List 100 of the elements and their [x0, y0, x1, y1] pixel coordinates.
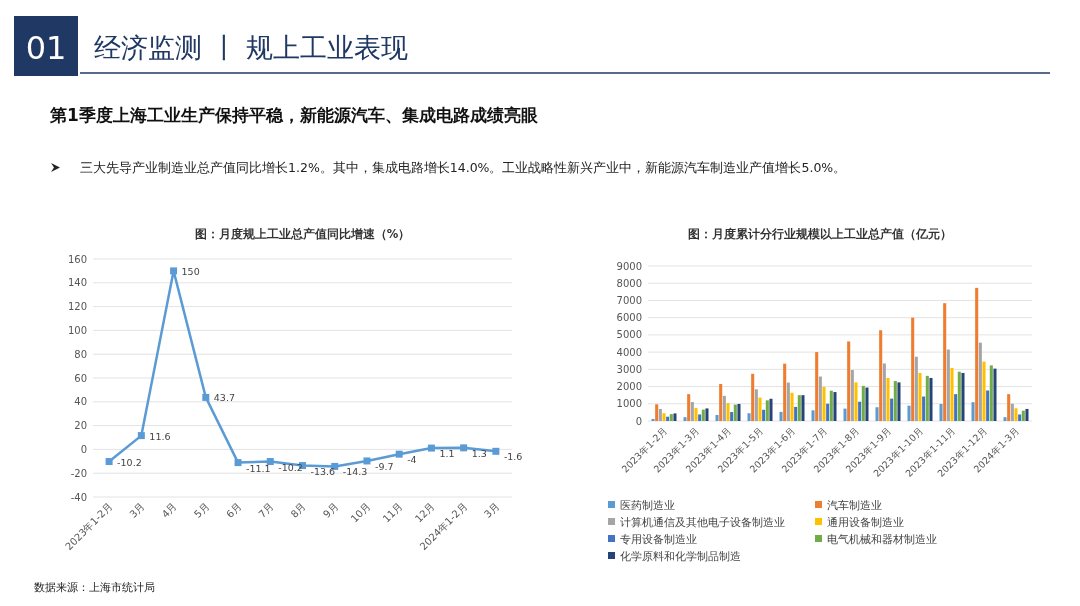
point [492, 447, 500, 455]
data-label: -9.7 [374, 460, 394, 472]
chart-title: 图：月度累计分行业规模以上工业总产值（亿元） [688, 227, 952, 241]
bar [747, 413, 751, 421]
bar [754, 389, 758, 421]
y-tick-label: 5000 [616, 329, 642, 341]
bar [779, 411, 783, 421]
bar [875, 407, 879, 421]
bar [847, 341, 851, 421]
bar [850, 370, 854, 421]
bar [1003, 417, 1007, 421]
legend-label: 医药制造业 [620, 499, 675, 511]
data-label: -1.6 [503, 451, 523, 463]
bar [1007, 394, 1011, 421]
bar [971, 402, 975, 421]
bar [733, 404, 737, 421]
data-label: 43.7 [213, 392, 235, 404]
bar [822, 386, 826, 421]
bar [651, 418, 655, 421]
x-tick-label: 3月 [127, 500, 147, 520]
bar [818, 376, 822, 421]
bar [918, 372, 922, 421]
point [202, 393, 210, 401]
y-tick-label: 6000 [616, 312, 642, 324]
y-tick-label: 8000 [616, 277, 642, 289]
point [395, 450, 403, 458]
bar [975, 287, 979, 421]
x-tick-label: 5月 [191, 500, 212, 520]
text: 01 [25, 29, 67, 67]
y-tick-label: 0 [80, 443, 87, 455]
legend-label: 化学原料和化学制品制造 [620, 550, 741, 562]
bar [1010, 403, 1014, 421]
bar [658, 408, 662, 421]
point [266, 458, 274, 466]
bar [989, 365, 993, 421]
bar [726, 403, 730, 421]
bar [882, 363, 886, 421]
bar [762, 409, 766, 421]
bar [705, 408, 709, 421]
data-label: 150 [181, 265, 200, 277]
bar [861, 385, 865, 421]
x-tick-label: 4月 [159, 500, 179, 520]
y-tick-label: 100 [67, 324, 87, 336]
bar [982, 361, 986, 421]
bar [954, 394, 958, 421]
bar [790, 392, 794, 421]
x-tick-label: 9月 [320, 500, 341, 520]
bar [946, 349, 950, 421]
y-tick-label: 40 [74, 396, 87, 408]
y-tick-label: 20 [74, 420, 87, 432]
data-label: -11.1 [246, 462, 271, 474]
text: 经济监测 丨 规上工业表现 [94, 32, 409, 63]
bar [993, 368, 997, 421]
bar [722, 395, 726, 421]
x-tick-label: 3月 [481, 500, 502, 520]
data-label: -4 [407, 454, 417, 466]
bar [1025, 408, 1029, 421]
point [460, 444, 468, 452]
bar [957, 371, 961, 421]
bar [687, 394, 691, 421]
legend-label: 通用设备制造业 [827, 516, 904, 528]
y-tick-label: 60 [74, 372, 87, 384]
y-tick-label: 9000 [616, 260, 642, 272]
text: 第1季度上海工业生产保持平稳，新能源汽车、集成电路成绩亮眼 [49, 105, 539, 125]
bar [943, 303, 947, 421]
bar [801, 395, 805, 421]
bar [1014, 408, 1018, 421]
bar [662, 413, 666, 421]
bar [730, 412, 734, 421]
x-tick-label: 6月 [224, 500, 244, 520]
bar [1021, 410, 1025, 421]
bar [826, 403, 830, 421]
bar [961, 372, 965, 421]
bar [843, 408, 847, 421]
y-tick-label: 4000 [616, 346, 642, 358]
y-tick-label: -20 [70, 467, 87, 479]
bar [854, 382, 858, 421]
bar [751, 373, 755, 421]
bar [950, 367, 954, 421]
bar [907, 405, 911, 421]
data-label: 1.3 [471, 447, 487, 459]
bar [865, 387, 869, 421]
bar [879, 330, 883, 421]
bar [758, 397, 762, 421]
bar [701, 409, 705, 421]
point [105, 458, 113, 466]
bar [833, 392, 837, 421]
bar [683, 417, 687, 421]
x-tick-label: 11月 [380, 500, 405, 525]
data-label: -13.6 [310, 465, 336, 477]
bar [769, 398, 773, 421]
y-tick-label: 160 [67, 253, 87, 265]
point [234, 459, 242, 467]
data-label: 1.1 [439, 448, 455, 460]
legend-label: 电气机械和器材制造业 [827, 533, 937, 545]
x-tick-label: 10月 [348, 500, 373, 525]
y-tick-label: 140 [67, 277, 87, 289]
bar [829, 390, 833, 421]
bar [786, 382, 790, 421]
bar [914, 356, 918, 421]
